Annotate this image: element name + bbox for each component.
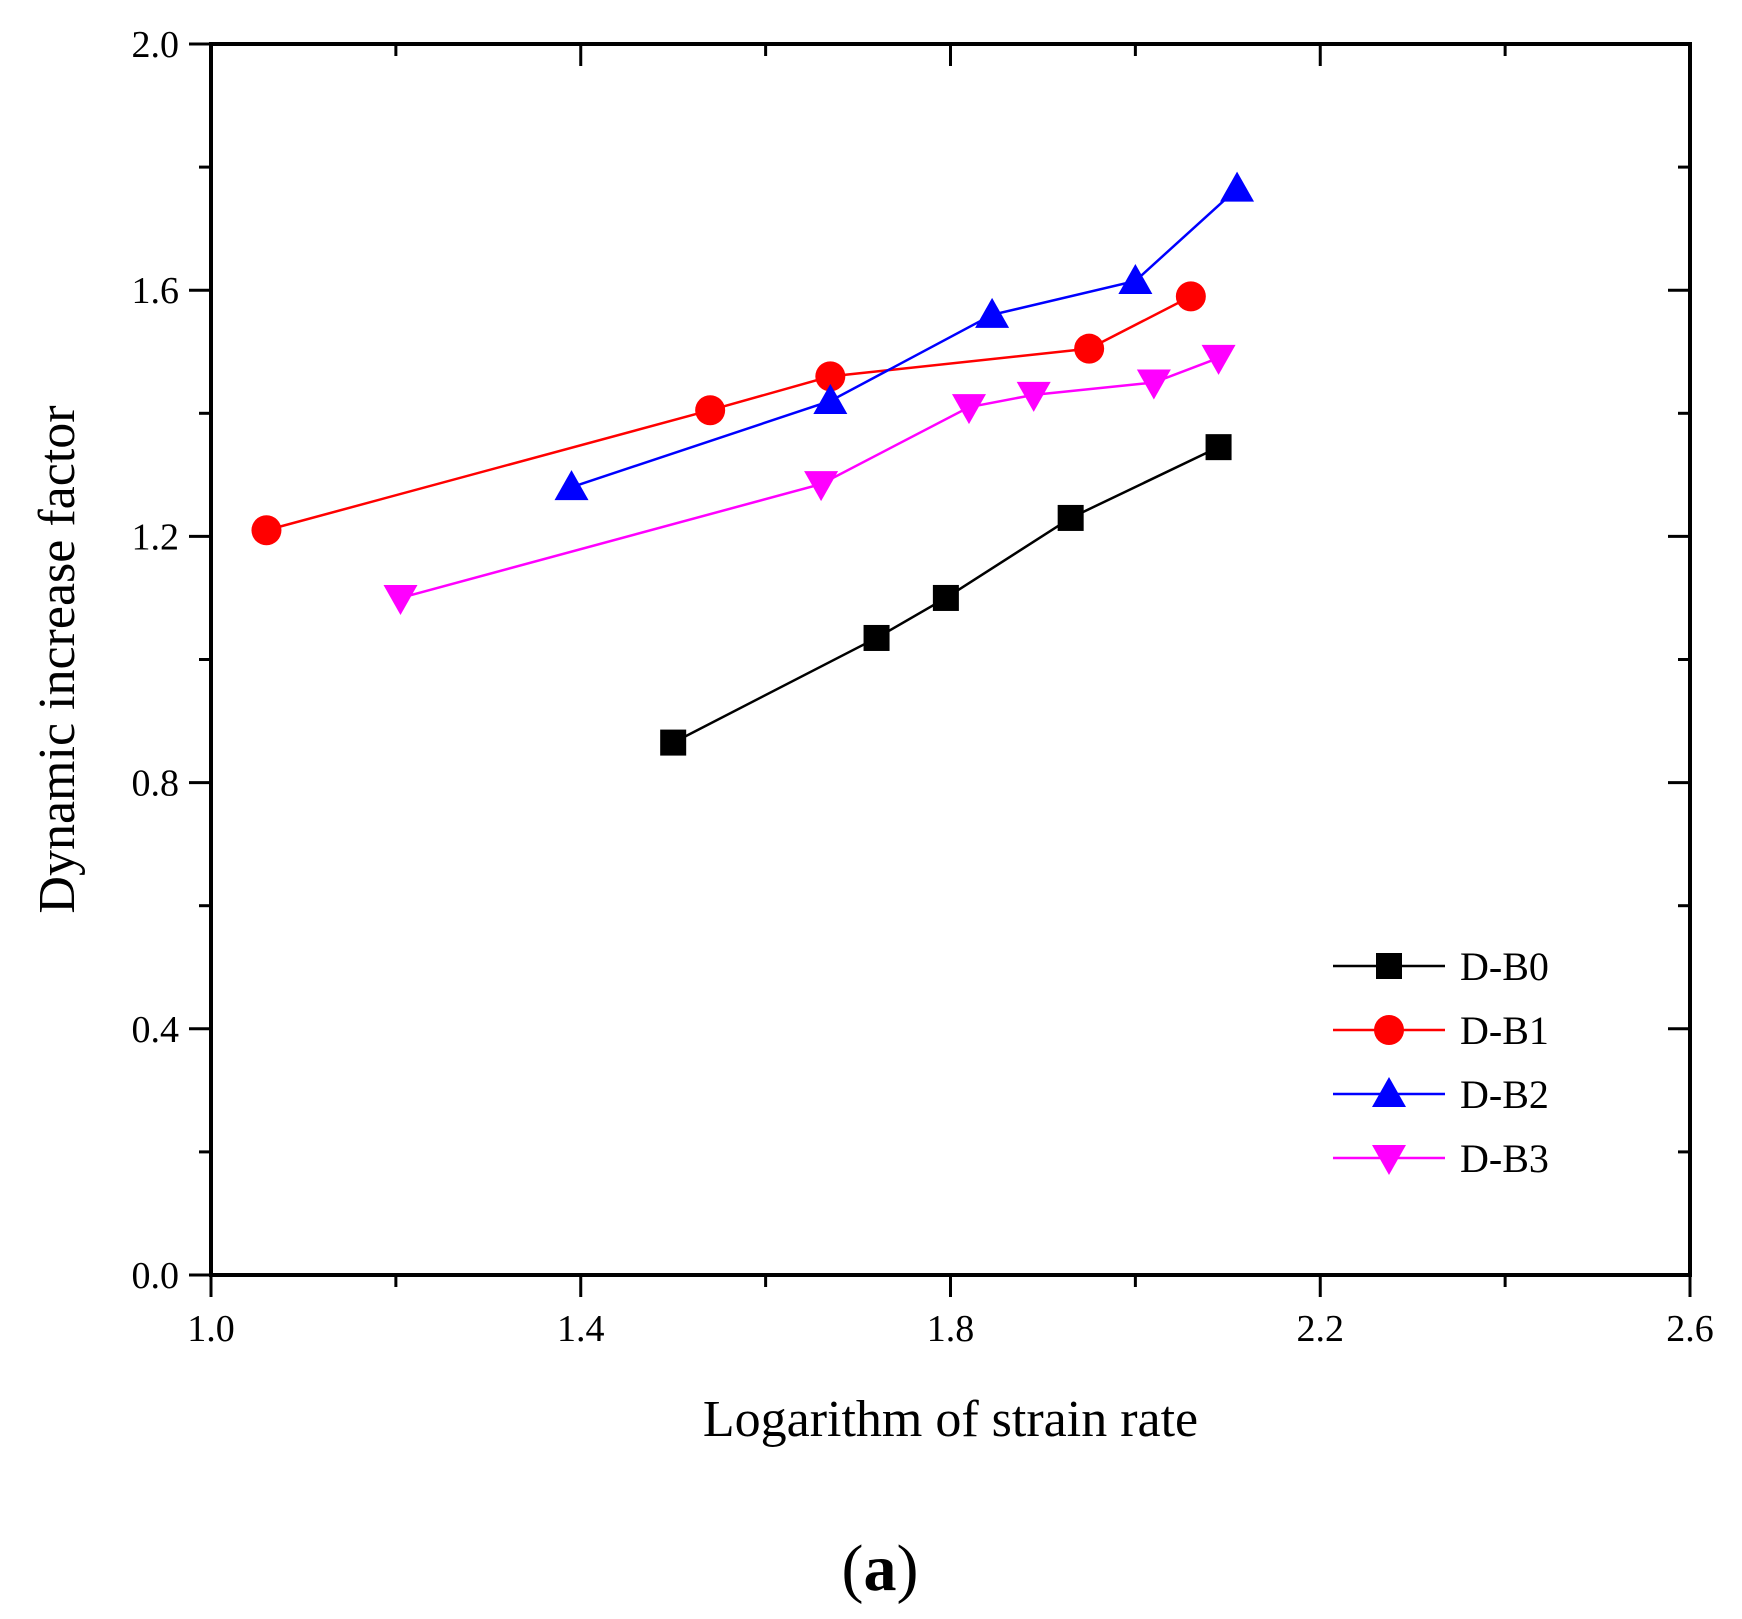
data-point-d-b1 bbox=[1175, 281, 1206, 312]
series-d-b0 bbox=[660, 434, 1232, 756]
data-point-d-b1 bbox=[251, 515, 282, 546]
x-tick-label: 1.0 bbox=[187, 1308, 235, 1350]
data-point-d-b0 bbox=[1205, 434, 1232, 461]
data-point-d-b2 bbox=[554, 470, 589, 501]
legend-marker-d-b0 bbox=[1376, 953, 1402, 979]
legend-item-d-b0: D-B0 bbox=[1333, 944, 1549, 989]
series-d-b2 bbox=[554, 171, 1255, 501]
legend-label-d-b2: D-B2 bbox=[1460, 1072, 1549, 1117]
legend-label-d-b0: D-B0 bbox=[1460, 944, 1549, 989]
data-point-d-b3 bbox=[1016, 381, 1051, 412]
ticks-layer: 1.0 1.4 1.8 2.2 2.6 0.0 0.4 0.8 1.2 1.6 2.0 bbox=[132, 24, 1714, 1350]
data-point-d-b3 bbox=[1201, 344, 1236, 375]
x-tick-label: 1.4 bbox=[557, 1308, 605, 1350]
x-tick-label: 2.6 bbox=[1666, 1308, 1714, 1350]
data-point-d-b2 bbox=[1118, 263, 1153, 294]
series-d-b1 bbox=[251, 281, 1206, 546]
data-point-d-b3 bbox=[804, 471, 839, 502]
data-point-d-b3 bbox=[951, 394, 986, 425]
data-point-d-b0 bbox=[1057, 504, 1084, 531]
y-axis-title: Dynamic increase factor bbox=[29, 405, 86, 913]
x-axis-title: Logarithm of strain rate bbox=[703, 1391, 1198, 1448]
series-d-b3 bbox=[383, 344, 1236, 615]
data-point-d-b2 bbox=[1220, 171, 1255, 202]
data-point-d-b3 bbox=[383, 584, 418, 615]
data-point-d-b1 bbox=[815, 361, 846, 392]
legend-marker-d-b2 bbox=[1372, 1077, 1406, 1107]
legend-item-d-b2: D-B2 bbox=[1333, 1072, 1549, 1117]
plot-frame bbox=[209, 42, 1692, 1277]
legend-item-d-b1: D-B1 bbox=[1333, 1008, 1549, 1053]
y-tick-label: 1.6 bbox=[132, 270, 180, 312]
series-line-d-b1 bbox=[266, 295, 1192, 532]
data-point-d-b1 bbox=[1074, 333, 1105, 364]
x-tick-label: 2.2 bbox=[1297, 1308, 1345, 1350]
y-tick-label: 0.0 bbox=[132, 1255, 180, 1297]
data-point-d-b2 bbox=[813, 383, 848, 414]
data-point-d-b0 bbox=[932, 584, 959, 611]
data-point-d-b1 bbox=[695, 395, 726, 426]
panel-label-letter: a bbox=[864, 1532, 897, 1605]
y-tick-label: 1.2 bbox=[132, 516, 180, 558]
legend-label-d-b1: D-B1 bbox=[1460, 1008, 1549, 1053]
x-tick-label: 1.8 bbox=[927, 1308, 975, 1350]
legend-item-d-b3: D-B3 bbox=[1333, 1136, 1549, 1181]
panel-label-suffix: ) bbox=[897, 1532, 919, 1605]
series-layer bbox=[251, 171, 1255, 756]
y-tick-label: 0.8 bbox=[132, 763, 180, 805]
data-point-d-b2 bbox=[975, 297, 1010, 328]
y-tick-label: 0.4 bbox=[132, 1009, 180, 1051]
data-point-d-b3 bbox=[1136, 369, 1171, 400]
data-point-d-b0 bbox=[863, 624, 890, 651]
legend-label-d-b3: D-B3 bbox=[1460, 1136, 1549, 1181]
legend-marker-d-b1 bbox=[1374, 1015, 1404, 1045]
panel-label-prefix: ( bbox=[842, 1532, 864, 1605]
legend: D-B0 D-B1 D-B2 D-B3 bbox=[1333, 944, 1549, 1181]
panel-label: (a) bbox=[842, 1532, 919, 1605]
series-line-d-b2 bbox=[571, 187, 1238, 489]
legend-marker-d-b3 bbox=[1372, 1145, 1406, 1175]
data-point-d-b0 bbox=[660, 729, 687, 756]
y-tick-label: 2.0 bbox=[132, 24, 180, 66]
